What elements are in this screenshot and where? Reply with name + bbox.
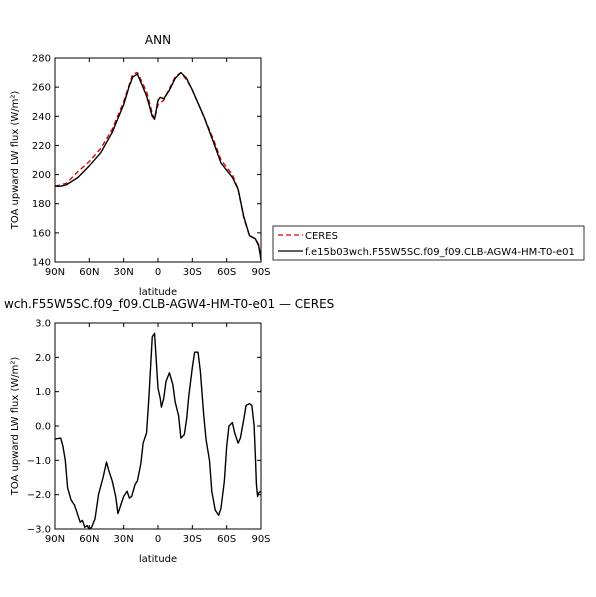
top-x-tick-label: 90S bbox=[251, 267, 270, 278]
bottom-x-axis-ticks: 90N 60N 30N 0 30S 60S 90S bbox=[45, 323, 271, 545]
legend-label-ceres: CERES bbox=[305, 231, 338, 242]
bottom-y-axis-ticks: −3.0 −2.0 −1.0 0.0 1.0 2.0 3.0 bbox=[27, 319, 261, 536]
top-y-tick-label: 260 bbox=[32, 83, 51, 94]
legend-label-model: f.e15b03wch.F55W5SC.f09_f09.CLB-AGW4-HM-… bbox=[305, 247, 575, 258]
bottom-x-tick-label: 0 bbox=[155, 534, 161, 545]
top-y-tick-label: 140 bbox=[32, 258, 51, 269]
legend-box bbox=[272, 225, 585, 261]
bottom-x-tick-label: 90N bbox=[45, 534, 65, 545]
top-series-line-1 bbox=[54, 71, 262, 261]
bottom-y-tick-label: 1.0 bbox=[35, 387, 51, 398]
top-series-layer bbox=[54, 71, 262, 261]
top-y-tick-label: 160 bbox=[32, 228, 51, 239]
bottom-y-tick-label: −2.0 bbox=[27, 490, 51, 501]
bottom-y-axis-label: TOA upward LW flux (W/m²) bbox=[10, 357, 21, 497]
top-x-tick-label: 90N bbox=[45, 267, 65, 278]
top-series-line-2 bbox=[55, 71, 262, 260]
bottom-x-tick-label: 90S bbox=[251, 534, 270, 545]
bottom-panel: wch.F55W5SC.f09_f09.CLB-AGW4-HM-T0-e01 —… bbox=[4, 297, 334, 565]
bottom-y-tick-label: 3.0 bbox=[35, 319, 51, 330]
legend: CERES f.e15b03wch.F55W5SC.f09_f09.CLB-AG… bbox=[272, 225, 585, 261]
bottom-y-tick-label: 0.0 bbox=[35, 422, 51, 433]
bottom-series-layer bbox=[54, 332, 262, 530]
bottom-x-tick-label: 30S bbox=[183, 534, 202, 545]
bottom-x-tick-label: 60S bbox=[217, 534, 236, 545]
bottom-y-tick-label: −3.0 bbox=[27, 525, 51, 536]
top-x-tick-label: 0 bbox=[155, 267, 161, 278]
top-plot-frame bbox=[54, 57, 262, 263]
bottom-x-tick-label: 60N bbox=[79, 534, 99, 545]
top-y-axis-label: TOA upward LW flux (W/m²) bbox=[10, 91, 21, 231]
top-y-tick-label: 240 bbox=[32, 112, 51, 123]
top-x-tick-label: 30S bbox=[183, 267, 202, 278]
top-x-tick-label: 60S bbox=[217, 267, 236, 278]
top-title: ANN bbox=[145, 33, 171, 47]
top-x-tick-label: 30N bbox=[114, 267, 134, 278]
bottom-title: wch.F55W5SC.f09_f09.CLB-AGW4-HM-T0-e01 —… bbox=[4, 297, 334, 311]
top-panel: ANN 90N 60N 30N 0 30S 60S 90S 140 160 180 200 220 2… bbox=[10, 33, 271, 298]
bottom-x-tick-label: 30N bbox=[114, 534, 134, 545]
bottom-y-tick-label: −1.0 bbox=[27, 456, 51, 467]
top-x-axis-ticks: 90N 60N 30N 0 30S 60S 90S bbox=[45, 58, 271, 278]
top-x-tick-label: 60N bbox=[79, 267, 99, 278]
bottom-series-line-1 bbox=[54, 332, 262, 530]
top-y-tick-label: 200 bbox=[32, 170, 51, 181]
top-y-tick-label: 280 bbox=[32, 54, 51, 65]
top-y-axis-ticks: 140 160 180 200 220 240 260 280 bbox=[32, 54, 261, 269]
top-x-axis-label: latitude bbox=[139, 287, 177, 298]
bottom-x-axis-label: latitude bbox=[139, 554, 177, 565]
top-y-tick-label: 220 bbox=[32, 141, 51, 152]
bottom-plot-frame bbox=[54, 322, 262, 530]
top-y-tick-label: 180 bbox=[32, 199, 51, 210]
bottom-y-tick-label: 2.0 bbox=[35, 353, 51, 364]
